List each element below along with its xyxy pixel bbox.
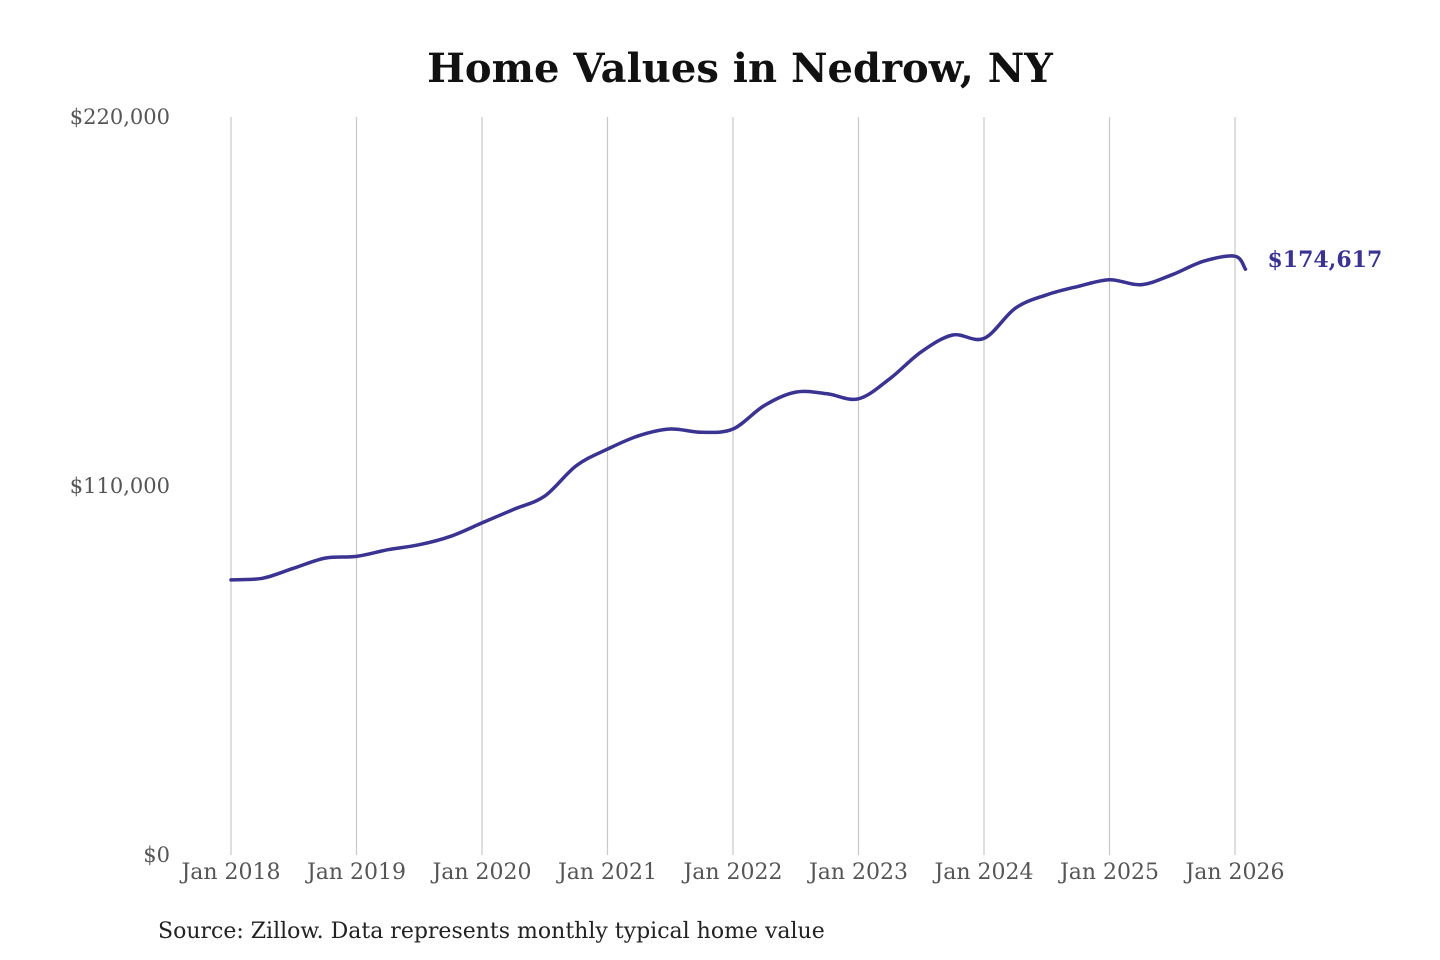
x-tick-label: Jan 2026 xyxy=(1183,860,1284,885)
x-tick-label: Jan 2024 xyxy=(932,860,1033,885)
x-tick-label: Jan 2023 xyxy=(807,860,908,885)
y-tick-label: $220,000 xyxy=(70,105,170,129)
end-value-label: $174,617 xyxy=(1267,247,1382,273)
x-tick-label: Jan 2021 xyxy=(556,860,657,885)
x-tick-label: Jan 2022 xyxy=(681,860,782,885)
x-tick-label: Jan 2020 xyxy=(430,860,531,885)
y-axis-ticks: $0 $110,000 $220,000 xyxy=(70,105,170,867)
series-line xyxy=(229,254,1248,582)
source-note: Source: Zillow. Data represents monthly … xyxy=(158,919,825,944)
y-tick-label: $110,000 xyxy=(70,474,170,498)
x-tick-label: Jan 2019 xyxy=(305,860,406,885)
gridlines xyxy=(230,117,1236,855)
x-tick-label: Jan 2025 xyxy=(1058,860,1159,885)
chart-title: Home Values in Nedrow, NY xyxy=(427,45,1053,92)
x-axis-ticks: Jan 2018 Jan 2019 Jan 2020 Jan 2021 Jan 2022… xyxy=(179,860,1284,885)
y-tick-label: $0 xyxy=(143,843,170,867)
x-tick-label: Jan 2018 xyxy=(179,860,280,885)
